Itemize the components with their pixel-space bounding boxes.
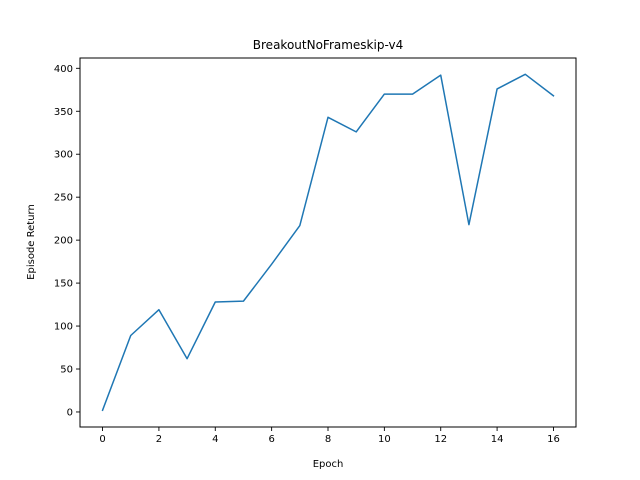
x-tick-label: 12 — [434, 434, 447, 445]
y-tick-label: 400 — [54, 64, 73, 75]
y-tick-label: 300 — [54, 150, 73, 161]
y-axis-label: Episode Return — [26, 204, 37, 280]
x-tick-label: 2 — [156, 434, 162, 445]
x-tick-label: 6 — [268, 434, 274, 445]
x-tick-label: 14 — [491, 434, 504, 445]
ticks-layer: 0 2 4 6 8 10 12 14 16 0 50 100 150 200 250 300 350 400 — [54, 64, 560, 445]
chart-title: BreakoutNoFrameskip-v4 — [253, 38, 403, 52]
x-axis-label: Epoch — [313, 459, 344, 470]
x-tick-label: 16 — [547, 434, 560, 445]
y-tick-label: 250 — [54, 193, 73, 204]
series-line — [101, 73, 555, 412]
y-tick-label: 150 — [54, 279, 73, 290]
y-tick-label: 100 — [54, 322, 73, 333]
x-tick-label: 8 — [325, 434, 331, 445]
x-tick-label: 0 — [99, 434, 105, 445]
series-layer — [101, 73, 555, 412]
y-tick-label: 350 — [54, 107, 73, 118]
y-tick-label: 50 — [60, 365, 73, 376]
plot-frame — [79, 57, 577, 428]
x-tick-label: 10 — [378, 434, 391, 445]
x-tick-label: 4 — [212, 434, 218, 445]
y-tick-label: 0 — [67, 407, 73, 418]
y-tick-label: 200 — [54, 236, 73, 247]
